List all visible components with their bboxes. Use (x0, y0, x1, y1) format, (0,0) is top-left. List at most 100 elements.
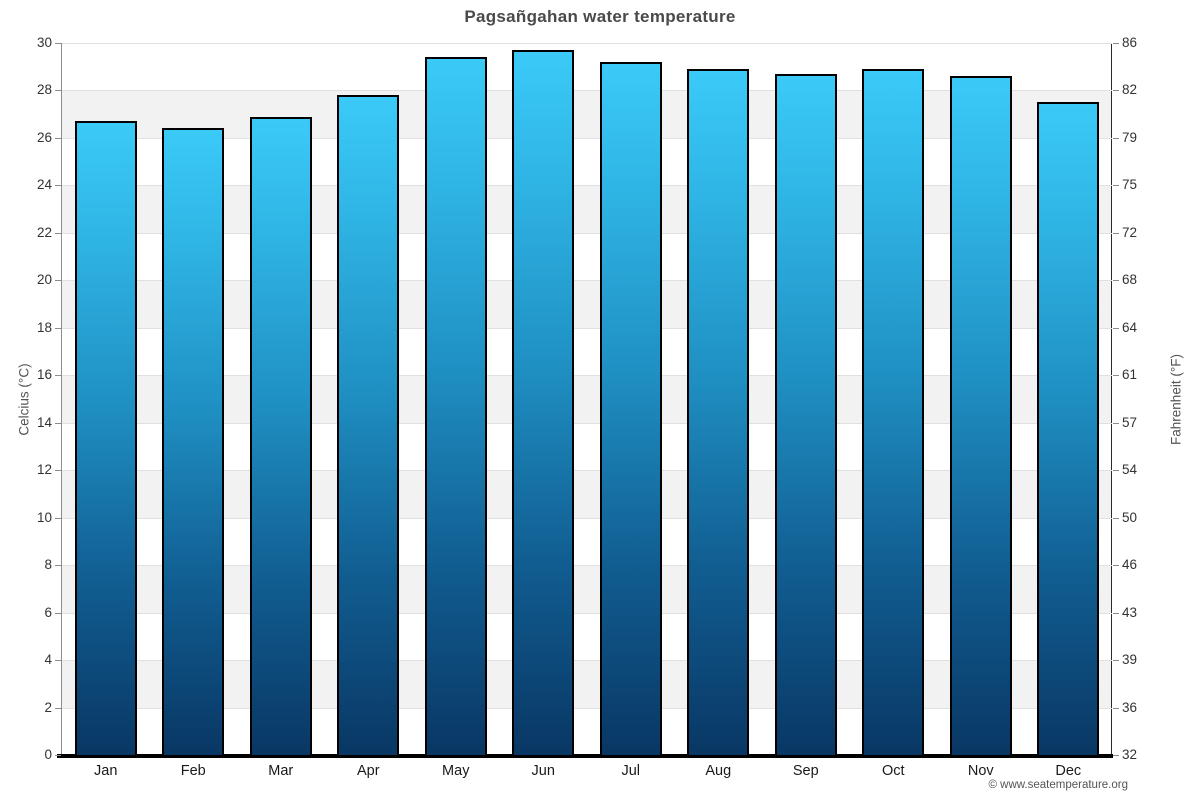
background-band (62, 43, 1112, 91)
left-tick-mark (55, 755, 61, 756)
y-tick-label-celsius: 4 (44, 652, 52, 668)
background-band (62, 137, 1112, 186)
bar-mar (249, 116, 312, 755)
bar-jun (512, 50, 575, 755)
background-band (62, 422, 1112, 471)
y-tick-label-celsius: 20 (36, 272, 52, 288)
gridline (62, 422, 1112, 424)
y-tick-label-fahrenheit: 64 (1122, 319, 1138, 335)
gridline (62, 43, 1112, 44)
right-tick-mark (1113, 660, 1119, 662)
left-tick-mark (55, 137, 61, 139)
background-band (62, 517, 1112, 566)
y-tick-label-celsius: 6 (44, 604, 52, 620)
background-band (62, 612, 1112, 661)
x-tick-label-jul: Jul (621, 763, 641, 779)
right-tick-mark (1113, 612, 1119, 614)
y-tick-label-fahrenheit: 32 (1122, 747, 1138, 762)
gridline (62, 327, 1112, 329)
right-tick-mark (1113, 185, 1119, 187)
y-axis-label-fahrenheit: Fahrenheit (°F) (1168, 354, 1184, 445)
gridline (62, 565, 1112, 567)
bar-aug (687, 69, 750, 755)
gridline (62, 517, 1112, 519)
background-band (62, 375, 1112, 423)
right-tick-mark (1113, 327, 1119, 329)
right-tick-mark (1113, 43, 1119, 44)
y-tick-label-celsius: 16 (36, 367, 52, 383)
gridline (62, 185, 1112, 187)
plot-area (55, 43, 1119, 758)
x-tick-label-apr: Apr (356, 763, 380, 779)
gridline (62, 375, 1112, 377)
right-tick-mark (1113, 90, 1119, 92)
x-tick-label-dec: Dec (1055, 763, 1082, 779)
left-axis-line (61, 43, 62, 756)
right-tick-mark (1113, 707, 1119, 709)
y-tick-label-fahrenheit: 68 (1122, 272, 1138, 288)
background-band (62, 470, 1112, 518)
y-tick-label-celsius: 26 (36, 129, 52, 145)
bar-feb (162, 128, 225, 755)
y-tick-label-celsius: 30 (36, 35, 52, 50)
gridline (62, 707, 1112, 709)
y-tick-label-celsius: 18 (36, 319, 52, 335)
y-tick-label-fahrenheit: 54 (1122, 462, 1138, 478)
x-tick-label-jan: Jan (94, 763, 118, 779)
left-tick-mark (55, 43, 61, 44)
bar-sep (774, 73, 837, 755)
gridline (62, 660, 1112, 662)
bar-may (424, 57, 487, 755)
y-tick-label-fahrenheit: 61 (1122, 367, 1138, 383)
x-tick-label-mar: Mar (268, 763, 294, 779)
gridline (62, 137, 1112, 139)
y-axis-label-celsius: Celcius (°C) (16, 363, 32, 436)
y-tick-label-fahrenheit: 79 (1122, 129, 1138, 145)
bar-jul (599, 62, 662, 755)
left-tick-mark (55, 470, 61, 472)
right-tick-mark (1113, 565, 1119, 567)
left-tick-mark (55, 90, 61, 92)
y-tick-label-celsius: 28 (36, 82, 52, 98)
gridline (62, 90, 1112, 92)
y-tick-label-fahrenheit: 86 (1122, 35, 1138, 50)
left-tick-mark (55, 185, 61, 187)
right-tick-mark (1113, 755, 1119, 756)
right-tick-mark (1113, 137, 1119, 139)
bar-nov (949, 76, 1012, 755)
right-tick-mark (1113, 232, 1119, 234)
left-tick-mark (55, 422, 61, 424)
gridline (62, 280, 1112, 282)
y-tick-label-celsius: 2 (44, 699, 52, 715)
left-tick-mark (55, 375, 61, 377)
y-tick-label-fahrenheit: 82 (1122, 82, 1138, 98)
y-tick-label-celsius: 10 (36, 509, 52, 525)
background-band (62, 660, 1112, 708)
y-tick-label-celsius: 22 (36, 224, 52, 240)
x-tick-label-may: May (442, 763, 470, 779)
bar-dec (1037, 102, 1100, 755)
right-tick-mark (1113, 422, 1119, 424)
y-tick-label-celsius: 8 (44, 557, 52, 573)
y-tick-label-fahrenheit: 43 (1122, 604, 1138, 620)
gridline (62, 612, 1112, 614)
y-tick-label-celsius: 0 (44, 747, 52, 762)
y-tick-label-fahrenheit: 57 (1122, 414, 1138, 430)
left-tick-mark (55, 660, 61, 662)
x-tick-label-feb: Feb (180, 763, 206, 779)
left-tick-mark (55, 232, 61, 234)
y-tick-label-fahrenheit: 72 (1122, 224, 1138, 240)
background-band (62, 90, 1112, 138)
background-band (62, 327, 1112, 376)
bar-oct (862, 69, 925, 755)
right-tick-mark (1113, 470, 1119, 472)
x-tick-label-sep: Sep (792, 763, 819, 779)
gridline (62, 232, 1112, 234)
y-tick-label-celsius: 12 (36, 462, 52, 478)
bottom-axis-line (57, 754, 1113, 758)
y-tick-label-celsius: 24 (36, 177, 52, 193)
y-tick-label-fahrenheit: 46 (1122, 557, 1138, 573)
y-tick-label-fahrenheit: 75 (1122, 177, 1138, 193)
left-tick-mark (55, 612, 61, 614)
x-tick-label-jun: Jun (531, 763, 555, 779)
